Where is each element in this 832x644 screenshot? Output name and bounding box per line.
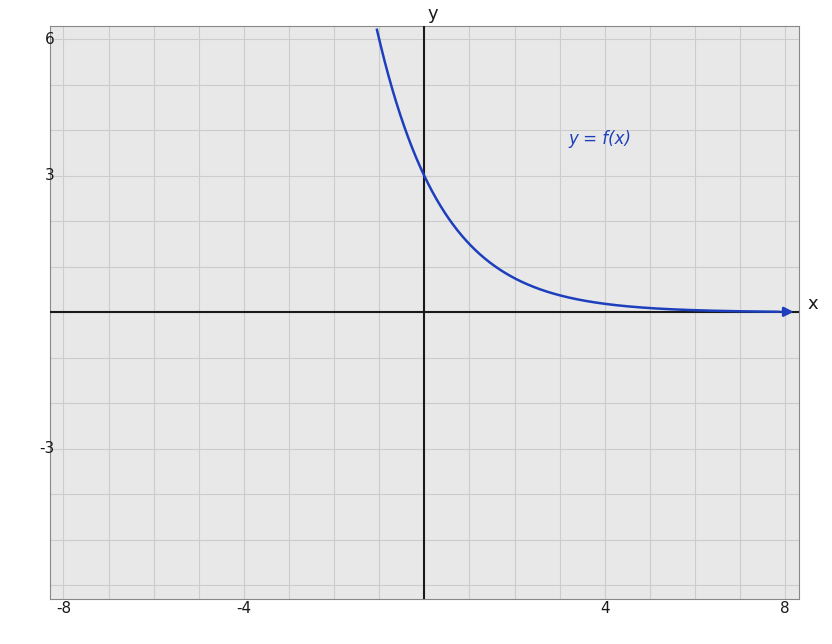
- Text: y = f(x): y = f(x): [568, 131, 631, 149]
- Text: 8: 8: [780, 601, 790, 616]
- Text: -8: -8: [56, 601, 71, 616]
- Text: -4: -4: [236, 601, 251, 616]
- Text: -3: -3: [39, 441, 54, 457]
- Text: x: x: [808, 295, 819, 313]
- Text: 3: 3: [45, 168, 54, 184]
- Text: y: y: [427, 6, 438, 23]
- Text: 4: 4: [600, 601, 610, 616]
- Text: 6: 6: [45, 32, 54, 47]
